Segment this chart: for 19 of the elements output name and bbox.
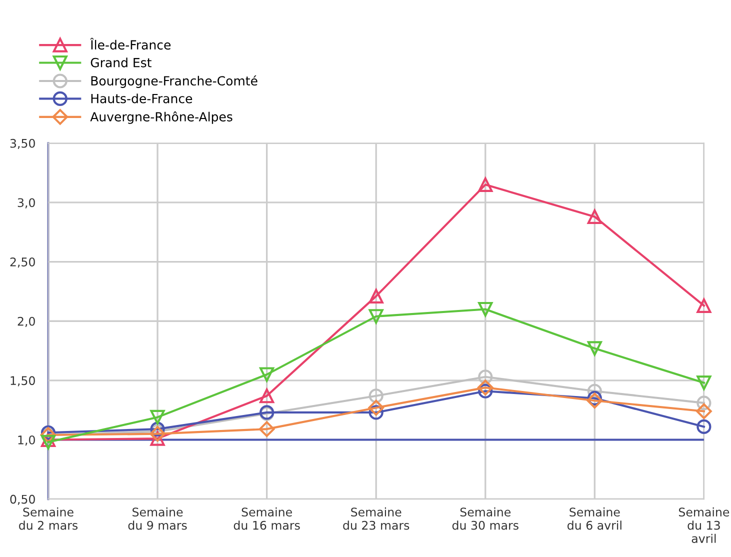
legend-label: Auvergne-Rhône-Alpes bbox=[90, 111, 232, 124]
x-tick-label: Semaine du 30 mars bbox=[452, 507, 518, 530]
x-tick-label: Semaine du 23 mars bbox=[343, 507, 410, 530]
x-tick-label: Semaine du 13 avril bbox=[678, 507, 730, 543]
y-tick-label: 1,0 bbox=[18, 435, 35, 446]
legend-label: Île-de-France bbox=[90, 38, 171, 50]
x-tick-label: Semaine du 2 mars bbox=[19, 507, 78, 530]
y-tick-label: 3,50 bbox=[10, 138, 35, 150]
legend-label: Grand Est bbox=[90, 58, 152, 68]
y-tick-label: 3,0 bbox=[18, 198, 35, 208]
y-tick-label: 2,0 bbox=[18, 316, 35, 327]
y-tick-label: 2,50 bbox=[10, 258, 35, 268]
y-tick-label: 0,50 bbox=[10, 494, 35, 505]
x-tick-label: Semaine du 6 avril bbox=[568, 507, 622, 530]
legend-label: Hauts-de-France bbox=[91, 94, 192, 104]
x-tick-label: Semaine du 16 mars bbox=[234, 507, 300, 530]
y-tick-label: 1,50 bbox=[10, 376, 35, 386]
x-tick-label: Semaine du 9 mars bbox=[128, 507, 187, 530]
legend-label: Bourgogne-Franche-Comté bbox=[91, 75, 258, 88]
